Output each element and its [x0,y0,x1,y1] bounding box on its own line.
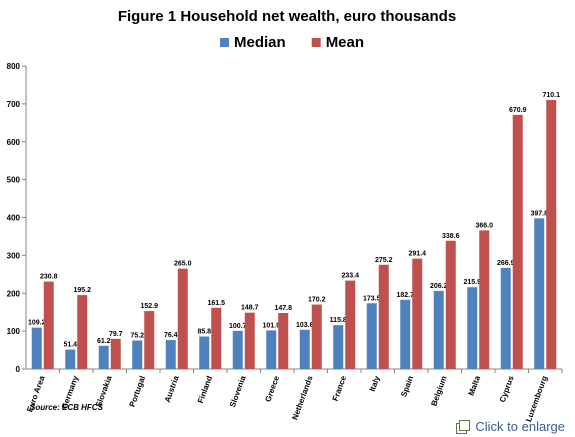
enlarge-icon [456,419,471,434]
y-tick-label: 200 [7,289,21,298]
bar-mean [546,100,557,369]
bar-mean [244,312,255,369]
data-label-mean: 233.4 [341,273,359,280]
bar-median [266,330,277,369]
data-label-mean: 275.2 [375,257,393,264]
bar-median [366,303,377,369]
data-label-mean: 161.5 [207,300,225,307]
data-label-mean: 338.6 [442,233,460,240]
bar-median [400,299,411,369]
data-label-median: 173.5 [363,295,381,302]
data-label-mean: 195.2 [73,287,91,294]
x-tick-label: Spain [399,374,415,398]
bar-median [500,267,511,369]
data-label-mean: 148.7 [241,305,259,312]
y-tick-label: 0 [16,365,21,374]
data-label-mean: 152.9 [140,303,158,310]
bar-mean [345,280,356,369]
bar-mean [512,114,523,369]
x-tick-label: Greece [263,374,281,403]
y-tick-label: 400 [7,214,21,223]
y-tick-label: 800 [7,62,21,71]
bar-mean [278,313,289,369]
bar-mean [144,311,155,369]
data-label-mean: 670.9 [509,107,527,114]
data-label-median: 115.8 [330,317,347,324]
data-label-mean: 79.7 [109,331,123,338]
data-label-median: 100.7 [229,323,247,330]
data-label-median: 266.9 [497,260,515,267]
bar-mean [479,230,490,369]
x-tick-label: France [331,374,349,402]
data-label-mean: 291.4 [408,251,426,258]
x-tick-label: Cyprus [498,374,516,403]
y-tick-label: 700 [7,100,21,109]
bar-mean [311,304,322,369]
bar-median [333,325,344,369]
y-tick-label: 500 [7,176,21,185]
bar-mean [177,268,188,369]
data-label-median: 85.8 [197,329,211,336]
x-tick-label: Netherlands [290,374,314,421]
legend-label-median: Median [234,34,286,51]
bar-median [65,349,76,369]
y-tick-label: 100 [7,327,21,336]
data-label-median: 109.2 [28,320,46,327]
data-label-mean: 147.8 [274,305,292,312]
chart-title: Figure 1 Household net wealth, euro thou… [118,8,456,25]
legend-label-mean: Mean [326,34,364,51]
bar-median [467,287,478,369]
data-label-mean: 710.1 [542,92,560,99]
data-label-median: 51.4 [63,342,77,349]
bar-median [299,329,310,369]
data-label-median: 206.2 [430,283,448,290]
bar-mean [110,338,121,369]
bar-median [199,336,210,369]
bar-median [534,218,545,369]
click-to-enlarge-link[interactable]: Click to enlarge [456,419,565,434]
x-tick-label: Belgium [429,375,448,408]
bar-mean [445,240,456,369]
data-label-median: 76.4 [164,332,178,339]
bar-median [132,340,143,369]
bar-mean [211,307,222,369]
bar-median [31,327,42,369]
bar-median [98,345,109,369]
source-note: Source: ECB HFCS [30,403,104,412]
data-label-median: 103.6 [296,322,314,329]
bar-mean [378,264,389,369]
data-label-median: 101.9 [262,322,280,329]
bar-median [433,290,444,369]
data-label-mean: 265.0 [174,261,192,268]
legend-swatch-median [220,38,229,47]
bar-mean [412,258,423,369]
data-label-median: 215.9 [463,279,481,286]
data-label-median: 397.8 [530,210,548,217]
x-tick-label: Luxembourg [524,375,549,424]
data-label-mean: 366.0 [475,222,493,229]
x-tick-label: Portugal [128,375,148,409]
data-label-median: 75.2 [130,333,144,340]
bar-median [232,330,243,369]
data-label-median: 182.7 [396,292,414,299]
x-tick-label: Slovenia [228,374,248,409]
bar-mean [77,295,88,369]
x-tick-label: Malta [467,374,483,397]
click-to-enlarge-label: Click to enlarge [475,419,565,434]
bar-median [165,340,176,369]
x-tick-label: Austria [163,374,181,403]
bar-mean [43,281,54,369]
x-tick-label: Italy [368,374,382,393]
y-tick-label: 300 [7,251,21,260]
data-label-mean: 170.2 [308,297,326,304]
data-label-mean: 230.8 [40,274,58,281]
x-tick-label: Finland [196,375,214,405]
data-label-median: 61.2 [97,338,111,345]
y-tick-label: 600 [7,138,21,147]
legend-swatch-mean [311,38,321,47]
